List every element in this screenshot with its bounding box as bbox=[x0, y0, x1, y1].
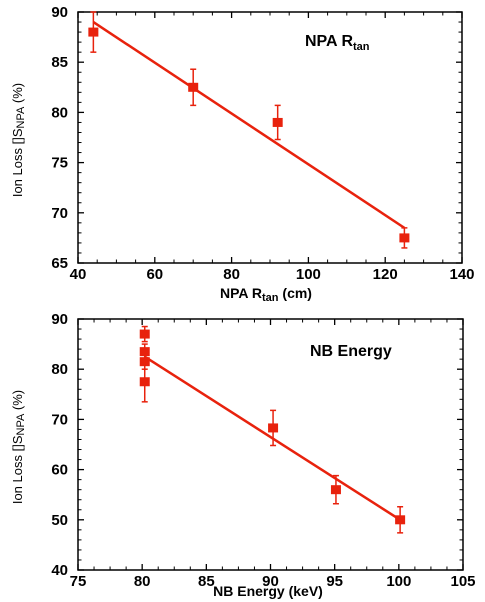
y-tick-label: 80 bbox=[51, 104, 68, 121]
point-marker bbox=[268, 423, 279, 433]
x-tick-label: 90 bbox=[262, 573, 279, 590]
tick-labels: 40 60 80 100 120 140 65 70 75 80 85 90 bbox=[51, 4, 474, 283]
x-tick-label: 95 bbox=[326, 573, 343, 590]
y-tick-label: 70 bbox=[51, 205, 68, 222]
chart-npa-rtan: 40 60 80 100 120 140 65 70 75 80 85 90 NPA Rtan NPA… bbox=[10, 4, 475, 304]
point-marker bbox=[139, 329, 150, 339]
y-tick-label: 80 bbox=[51, 361, 68, 378]
point-marker bbox=[188, 82, 199, 92]
axis-ticks bbox=[77, 318, 464, 571]
y-tick-label: 40 bbox=[51, 562, 68, 579]
data-point bbox=[139, 325, 150, 343]
y-tick-label: 90 bbox=[51, 4, 68, 21]
data-point bbox=[395, 505, 406, 534]
x-tick-label: 75 bbox=[70, 573, 87, 590]
x-axis-title: NB Energy (keV) bbox=[213, 583, 323, 599]
y-tick-label: 75 bbox=[51, 155, 68, 172]
point-marker bbox=[139, 377, 150, 387]
data-point bbox=[188, 68, 199, 107]
panel-title: NB Energy bbox=[310, 343, 392, 360]
x-tick-label: 120 bbox=[373, 266, 398, 283]
data-point bbox=[268, 409, 279, 447]
data-point bbox=[330, 474, 341, 505]
point-marker bbox=[88, 27, 99, 37]
point-marker bbox=[399, 233, 410, 243]
x-tick-label: 60 bbox=[146, 266, 163, 283]
y-tick-label: 70 bbox=[51, 411, 68, 428]
point-marker bbox=[272, 117, 283, 127]
y-axis-title: Ion Loss []SNPA (%) bbox=[10, 390, 27, 504]
data-marks bbox=[88, 11, 410, 249]
data-point bbox=[399, 227, 410, 249]
y-axis-title: Ion Loss []SNPA (%) bbox=[10, 83, 27, 197]
chart-nb-energy: 75 80 85 90 95 100 105 40 50 60 70 80 90 NB Energy N… bbox=[10, 311, 476, 599]
y-tick-label: 90 bbox=[51, 311, 68, 328]
x-tick-label: 80 bbox=[223, 266, 240, 283]
point-marker bbox=[139, 347, 150, 357]
axis-ticks bbox=[77, 11, 463, 264]
tick-labels: 75 80 85 90 95 100 105 40 50 60 70 80 90 bbox=[51, 311, 475, 590]
plot-frame bbox=[77, 318, 464, 571]
point-marker bbox=[395, 515, 406, 525]
data-point bbox=[272, 104, 283, 141]
fit-line bbox=[92, 20, 406, 229]
x-axis-title: NPA Rtan (cm) bbox=[220, 285, 312, 304]
data-point bbox=[88, 11, 99, 53]
x-tick-label: 140 bbox=[449, 266, 474, 283]
point-marker bbox=[330, 485, 341, 495]
panel-title: NPA Rtan bbox=[305, 33, 370, 53]
y-tick-label: 50 bbox=[51, 512, 68, 529]
x-tick-label: 100 bbox=[296, 266, 321, 283]
x-tick-label: 40 bbox=[70, 266, 87, 283]
x-tick-label: 80 bbox=[134, 573, 151, 590]
y-tick-label: 60 bbox=[51, 462, 68, 479]
x-tick-label: 105 bbox=[450, 573, 475, 590]
y-tick-label: 65 bbox=[51, 255, 68, 272]
data-point bbox=[139, 360, 150, 403]
y-tick-label: 85 bbox=[51, 54, 68, 71]
x-tick-label: 100 bbox=[386, 573, 411, 590]
x-tick-label: 85 bbox=[198, 573, 215, 590]
data-marks bbox=[139, 325, 406, 534]
